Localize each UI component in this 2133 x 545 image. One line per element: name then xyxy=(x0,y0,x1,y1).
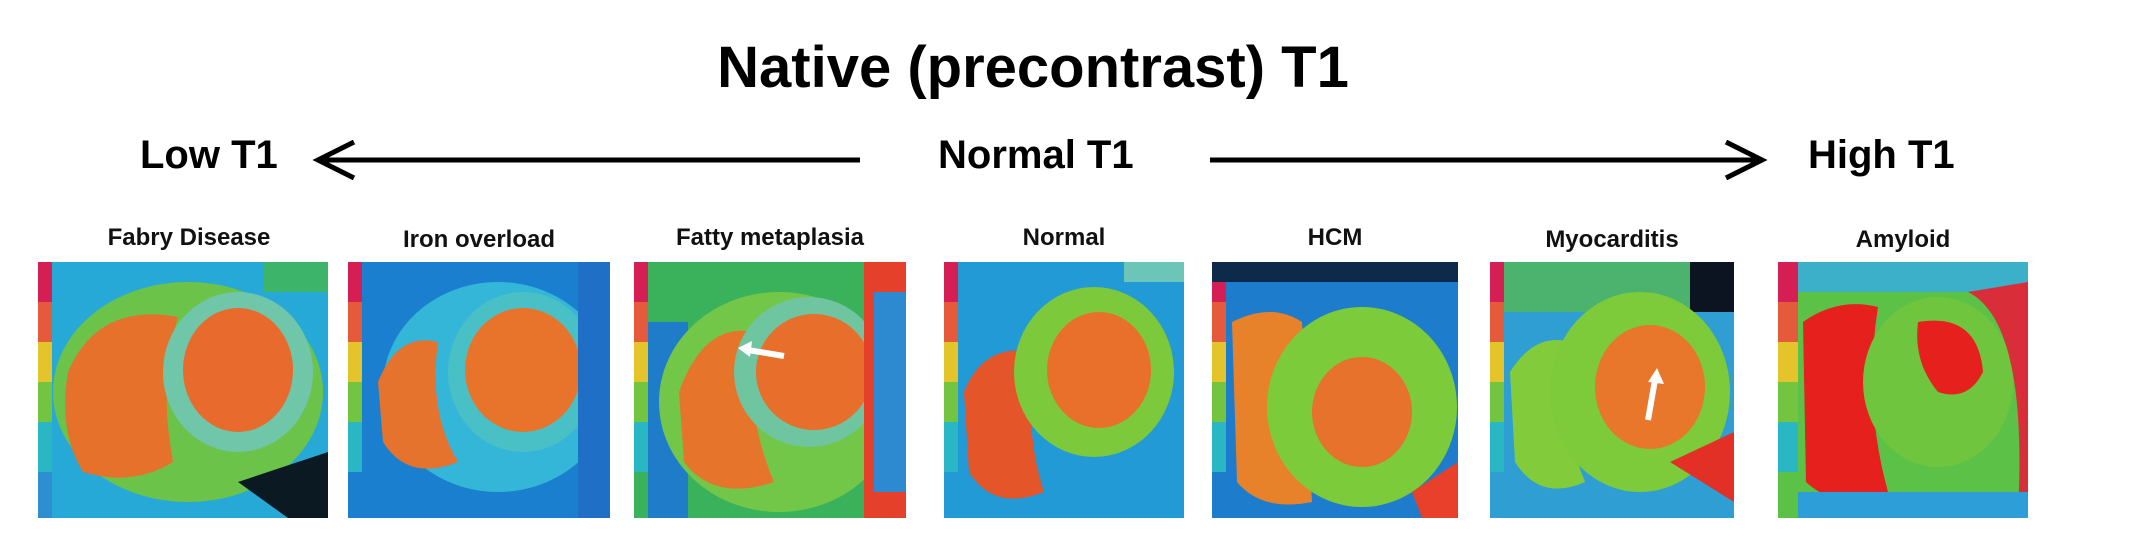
figure-title: Native (precontrast) T1 xyxy=(717,35,1349,100)
normal-t1-label: Normal T1 xyxy=(938,133,1134,177)
panel-myocarditis xyxy=(1490,262,1734,518)
panel-label-normal: Normal xyxy=(1022,224,1106,251)
low-t1-label: Low T1 xyxy=(140,133,278,177)
panel-label-fatty: Fatty metaplasia xyxy=(675,224,865,251)
t1-map-image xyxy=(1490,262,1734,518)
t1-map-image xyxy=(1778,262,2028,518)
t1-map-image xyxy=(1212,262,1458,518)
panel-fatty-metaplasia xyxy=(634,262,906,518)
panel-normal xyxy=(944,262,1184,518)
t1-map-image xyxy=(634,262,906,518)
left-arrow-icon xyxy=(312,140,860,180)
panel-iron-overload xyxy=(348,262,610,518)
panel-amyloid xyxy=(1778,262,2028,518)
panel-fabry-disease xyxy=(38,262,328,518)
panel-label-myocarditis: Myocarditis xyxy=(1545,226,1679,253)
right-arrow-icon xyxy=(1210,140,1768,180)
t1-map-image xyxy=(38,262,328,518)
t1-map-image xyxy=(348,262,610,518)
panel-label-amyloid: Amyloid xyxy=(1855,226,1951,253)
panel-label-hcm: HCM xyxy=(1307,224,1363,251)
panel-label-fabry: Fabry Disease xyxy=(107,224,271,251)
high-t1-label: High T1 xyxy=(1808,133,1955,177)
t1-map-image xyxy=(944,262,1184,518)
panel-hcm xyxy=(1212,262,1458,518)
panel-label-iron: Iron overload xyxy=(402,226,556,253)
